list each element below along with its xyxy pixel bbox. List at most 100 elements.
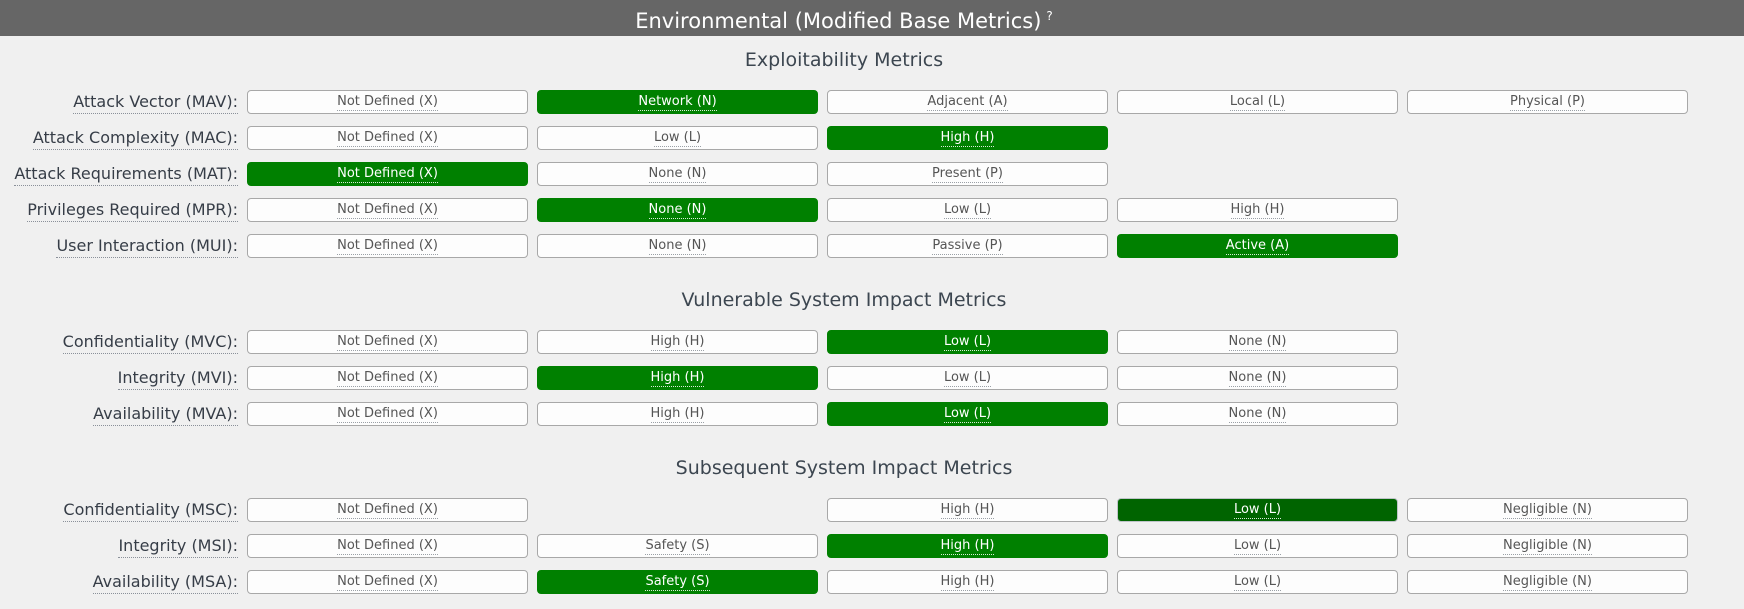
option-MSI-X[interactable]: Not Defined (X) <box>247 534 528 558</box>
option-MAC-H[interactable]: High (H) <box>827 126 1108 150</box>
option-MSI-S[interactable]: Safety (S) <box>537 534 818 558</box>
metric-row-MAT: Attack Requirements (MAT): Not Defined (X… <box>0 162 1688 186</box>
option-label: None (N) <box>1228 369 1287 387</box>
option-MAV-A[interactable]: Adjacent (A) <box>827 90 1108 114</box>
option-MVC-X[interactable]: Not Defined (X) <box>247 330 528 354</box>
metrics-sections: Exploitability Metrics Attack Vector (MAV… <box>0 36 1744 594</box>
option-label: Present (P) <box>932 165 1003 183</box>
option-MSI-N[interactable]: Negligible (N) <box>1407 534 1688 558</box>
option-MVA-X[interactable]: Not Defined (X) <box>247 402 528 426</box>
option-label: Low (L) <box>1233 573 1282 591</box>
option-MAT-X[interactable]: Not Defined (X) <box>247 162 528 186</box>
option-MSA-N[interactable]: Negligible (N) <box>1407 570 1688 594</box>
option-label: Low (L) <box>1233 501 1282 519</box>
option-MVA-H[interactable]: High (H) <box>537 402 818 426</box>
option-label: Not Defined (X) <box>337 93 438 111</box>
option-label: Low (L) <box>1233 537 1282 555</box>
metric-row-MSA: Availability (MSA): Not Defined (X) Safety… <box>0 570 1688 594</box>
option-MAV-L[interactable]: Local (L) <box>1117 90 1398 114</box>
option-MUI-P[interactable]: Passive (P) <box>827 234 1108 258</box>
option-MUI-X[interactable]: Not Defined (X) <box>247 234 528 258</box>
panel-title: Environmental (Modified Base Metrics) <box>635 8 1042 33</box>
option-label: Not Defined (X) <box>337 237 438 255</box>
metric-label-MSC: Confidentiality (MSC): <box>63 499 238 522</box>
option-label: Active (A) <box>1225 237 1290 255</box>
option-MAT-P[interactable]: Present (P) <box>827 162 1108 186</box>
option-label: Adjacent (A) <box>927 93 1008 111</box>
help-icon[interactable]: ? <box>1046 8 1053 23</box>
option-label: Passive (P) <box>932 237 1003 255</box>
option-label: Low (L) <box>653 129 702 147</box>
option-label: Safety (S) <box>645 573 710 591</box>
section-subsequent-system-impact-metrics: Subsequent System Impact Metrics Confiden… <box>0 454 1744 594</box>
option-MSA-X[interactable]: Not Defined (X) <box>247 570 528 594</box>
metric-row-MVI: Integrity (MVI): Not Defined (X) High (H) L… <box>0 366 1688 390</box>
option-MVI-H[interactable]: High (H) <box>537 366 818 390</box>
option-MSC-X[interactable]: Not Defined (X) <box>247 498 528 522</box>
option-MAV-X[interactable]: Not Defined (X) <box>247 90 528 114</box>
metric-row-MPR: Privileges Required (MPR): Not Defined (X… <box>0 198 1688 222</box>
option-MSA-S[interactable]: Safety (S) <box>537 570 818 594</box>
option-label: High (H) <box>650 333 705 351</box>
option-MSI-L[interactable]: Low (L) <box>1117 534 1398 558</box>
metric-row-MVC: Confidentiality (MVC): Not Defined (X) Hig… <box>0 330 1688 354</box>
option-MVC-N[interactable]: None (N) <box>1117 330 1398 354</box>
option-MSI-H[interactable]: High (H) <box>827 534 1108 558</box>
option-label: Not Defined (X) <box>337 333 438 351</box>
metric-label-MVI: Integrity (MVI): <box>117 367 238 390</box>
option-MAC-L[interactable]: Low (L) <box>537 126 818 150</box>
option-MSC-N[interactable]: Negligible (N) <box>1407 498 1688 522</box>
option-MPR-N[interactable]: None (N) <box>537 198 818 222</box>
metric-row-MAC: Attack Complexity (MAC): Not Defined (X) L… <box>0 126 1688 150</box>
option-label: Negligible (N) <box>1503 573 1592 591</box>
option-MPR-L[interactable]: Low (L) <box>827 198 1108 222</box>
option-label: None (N) <box>1228 405 1287 423</box>
option-label: High (H) <box>650 369 705 387</box>
option-label: Low (L) <box>943 405 992 423</box>
option-MVI-L[interactable]: Low (L) <box>827 366 1108 390</box>
panel-title-wrap: Environmental (Modified Base Metrics)? <box>0 0 1688 39</box>
option-MAV-P[interactable]: Physical (P) <box>1407 90 1688 114</box>
option-MVA-L[interactable]: Low (L) <box>827 402 1108 426</box>
option-label: Low (L) <box>943 369 992 387</box>
metric-label-MAC: Attack Complexity (MAC): <box>32 127 238 150</box>
option-label: High (H) <box>650 405 705 423</box>
option-MUI-A[interactable]: Active (A) <box>1117 234 1398 258</box>
option-label: Low (L) <box>943 333 992 351</box>
metric-row-MVA: Availability (MVA): Not Defined (X) High (… <box>0 402 1688 426</box>
option-MSA-H[interactable]: High (H) <box>827 570 1108 594</box>
option-label: Physical (P) <box>1510 93 1585 111</box>
option-MVC-L[interactable]: Low (L) <box>827 330 1108 354</box>
metric-row-MSC: Confidentiality (MSC): Not Defined (X) Hig… <box>0 498 1688 522</box>
option-MPR-H[interactable]: High (H) <box>1117 198 1398 222</box>
option-MPR-X[interactable]: Not Defined (X) <box>247 198 528 222</box>
option-MVI-X[interactable]: Not Defined (X) <box>247 366 528 390</box>
option-label: Negligible (N) <box>1503 537 1592 555</box>
option-MVC-H[interactable]: High (H) <box>537 330 818 354</box>
option-MAT-N[interactable]: None (N) <box>537 162 818 186</box>
metric-row-MAV: Attack Vector (MAV): Not Defined (X) Netwo… <box>0 90 1688 114</box>
option-MSA-L[interactable]: Low (L) <box>1117 570 1398 594</box>
option-label: Not Defined (X) <box>337 165 438 183</box>
metric-label-MPR: Privileges Required (MPR): <box>27 199 238 222</box>
metric-label-MAV: Attack Vector (MAV): <box>73 91 238 114</box>
option-MAC-X[interactable]: Not Defined (X) <box>247 126 528 150</box>
option-MAV-N[interactable]: Network (N) <box>537 90 818 114</box>
metric-label-MVA: Availability (MVA): <box>93 403 238 426</box>
option-MVA-N[interactable]: None (N) <box>1117 402 1398 426</box>
option-MVI-N[interactable]: None (N) <box>1117 366 1398 390</box>
option-label: Low (L) <box>943 201 992 219</box>
section-title: Subsequent System Impact Metrics <box>675 457 1013 479</box>
option-label: High (H) <box>1230 201 1285 219</box>
metric-label-MUI: User Interaction (MUI): <box>56 235 238 258</box>
option-MSC-L[interactable]: Low (L) <box>1117 498 1398 522</box>
option-label: None (N) <box>648 237 707 255</box>
option-MSC-H[interactable]: High (H) <box>827 498 1108 522</box>
section-title: Vulnerable System Impact Metrics <box>681 289 1007 311</box>
option-label: None (N) <box>1228 333 1287 351</box>
option-label: None (N) <box>648 201 707 219</box>
section-exploitability-metrics: Exploitability Metrics Attack Vector (MAV… <box>0 46 1744 258</box>
option-label: High (H) <box>940 129 995 147</box>
option-MUI-N[interactable]: None (N) <box>537 234 818 258</box>
metric-label-MVC: Confidentiality (MVC): <box>62 331 238 354</box>
